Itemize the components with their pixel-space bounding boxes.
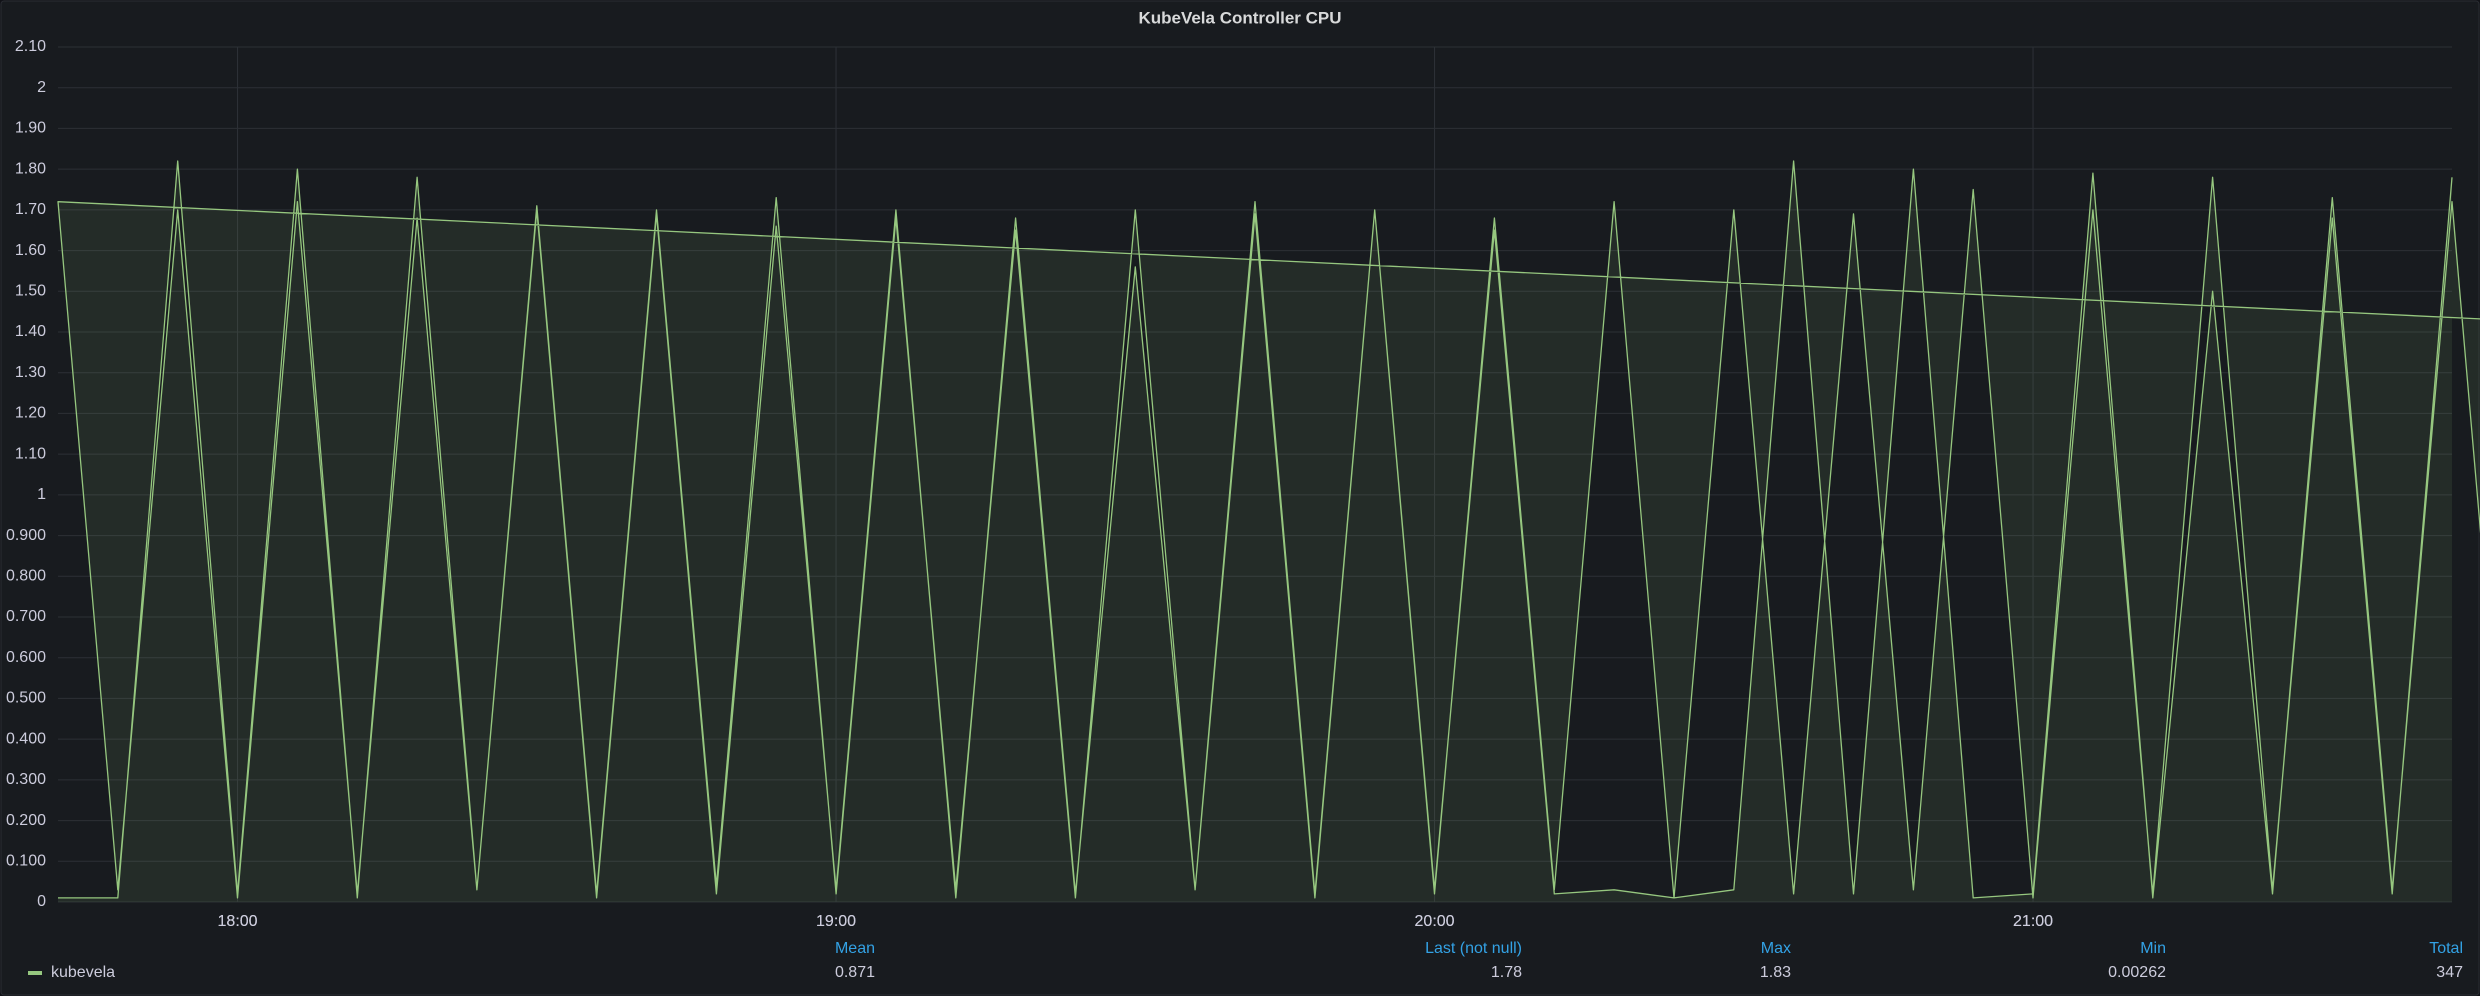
x-tick-label: 18:00 bbox=[218, 913, 258, 930]
y-tick-label: 0.900 bbox=[6, 527, 46, 544]
y-tick-label: 0.800 bbox=[6, 568, 46, 585]
x-tick-label: 18:00 bbox=[218, 913, 258, 930]
y-tick-label: 0.300 bbox=[6, 771, 46, 788]
legend-header: Total bbox=[2429, 940, 2463, 957]
y-tick-label: 1.40 bbox=[15, 323, 46, 340]
legend-header: Min bbox=[2140, 940, 2166, 957]
legend-header: Last (not null) bbox=[1425, 940, 1522, 957]
legend-stat: 1.83 bbox=[1760, 964, 1791, 981]
legend-stat: 347 bbox=[2436, 964, 2463, 981]
y-tick-label: 0.400 bbox=[6, 730, 46, 747]
y-tick-label: 0.200 bbox=[6, 812, 46, 829]
y-tick-label: 2 bbox=[37, 79, 46, 96]
legend-header: Max bbox=[1761, 940, 1791, 957]
y-tick-label: 1 bbox=[37, 486, 46, 503]
legend-stat: 1.78 bbox=[1491, 964, 1522, 981]
legend-swatch bbox=[28, 971, 42, 975]
legend-label: kubevela bbox=[51, 964, 115, 981]
panel-title: KubeVela Controller CPU bbox=[1138, 8, 1341, 27]
y-tick-label: 1.90 bbox=[15, 120, 46, 137]
x-tick-label: 21:00 bbox=[2013, 913, 2053, 930]
legend-stat: 0.00262 bbox=[2108, 964, 2166, 981]
x-tick-label: 19:00 bbox=[816, 913, 856, 930]
y-tick-label: 0.700 bbox=[6, 608, 46, 625]
x-tick-label: 20:00 bbox=[1415, 913, 1455, 930]
y-tick-label: 1.70 bbox=[15, 201, 46, 218]
y-tick-label: 1.60 bbox=[15, 242, 46, 259]
y-tick-label: 2.10 bbox=[15, 38, 46, 55]
y-tick-label: 1.10 bbox=[15, 445, 46, 462]
y-tick-label: 0.600 bbox=[6, 649, 46, 666]
x-tick-label: 19:00 bbox=[816, 913, 856, 930]
y-tick-label: 0.500 bbox=[6, 690, 46, 707]
x-tick-label: 21:00 bbox=[2013, 913, 2053, 930]
x-tick-label: 20:00 bbox=[1415, 913, 1455, 930]
legend-stat: 0.871 bbox=[835, 964, 875, 981]
y-tick-label: 0.100 bbox=[6, 853, 46, 870]
y-tick-label: 1.20 bbox=[15, 405, 46, 422]
y-tick-label: 1.50 bbox=[15, 283, 46, 300]
y-tick-label: 1.80 bbox=[15, 160, 46, 177]
legend-header: Mean bbox=[835, 940, 875, 957]
y-tick-label: 0 bbox=[37, 893, 46, 910]
series-area bbox=[58, 161, 2480, 902]
y-tick-label: 1.30 bbox=[15, 364, 46, 381]
